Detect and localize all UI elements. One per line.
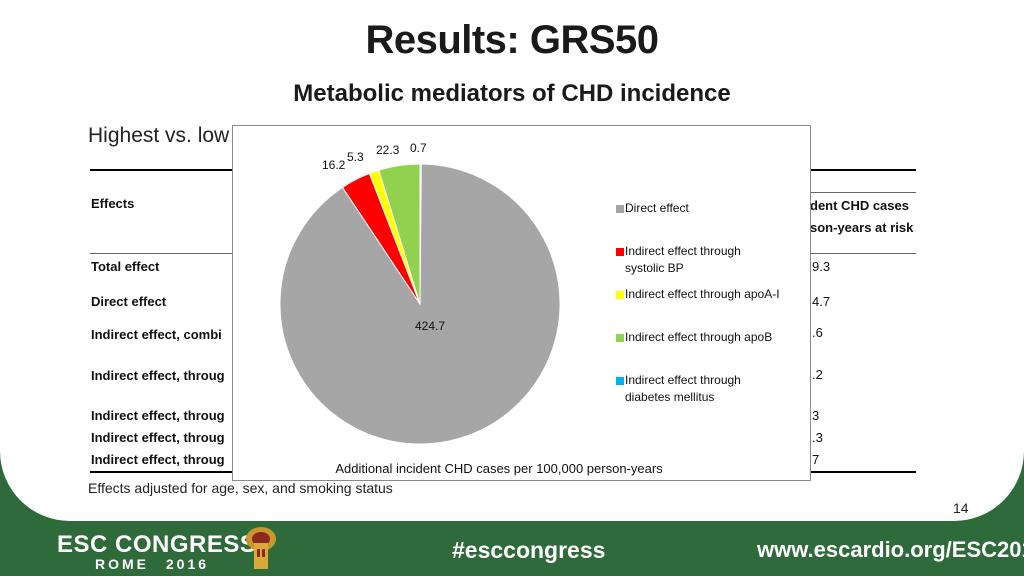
table-row-value: 3 — [812, 408, 820, 423]
esc-congress-logo: ESC CONGRESS — [57, 531, 257, 558]
table-row-value: .6 — [812, 325, 823, 340]
legend-label: Direct effect — [625, 201, 689, 215]
colosseum-icon — [246, 527, 276, 569]
footnote: Effects adjusted for age, sex, and smoki… — [88, 480, 393, 496]
slide-canvas: Results: GRS50 Metabolic mediators of CH… — [0, 0, 1024, 521]
table-row-label: Indirect effect, combi — [91, 327, 222, 342]
table-header-person-years: son-years at risk — [810, 220, 914, 235]
table-row-value: 7 — [812, 452, 820, 467]
table-row-label: Indirect effect, throug — [91, 408, 225, 423]
slice-label-direct: 424.7 — [415, 319, 446, 333]
table-row-label: Direct effect — [91, 294, 167, 309]
table-row-label: Indirect effect, throug — [91, 452, 225, 467]
pie-slice-direct — [279, 163, 561, 445]
table-header-cases: dent CHD cases — [810, 198, 909, 213]
slice-label-diabetes: 0.7 — [410, 141, 427, 155]
legend-item-direct: Direct effect — [625, 200, 689, 217]
slide-title: Results: GRS50 — [365, 18, 659, 62]
table-row-label: Total effect — [91, 259, 160, 274]
table-row-label: Indirect effect, throug — [91, 430, 225, 445]
chart-x-axis-label: Additional incident CHD cases per 100,00… — [335, 461, 663, 476]
table-row-value: .2 — [812, 367, 823, 382]
table-row-label: Indirect effect, throug — [91, 368, 225, 383]
footer-city-year: ROME 2016 — [95, 556, 209, 572]
legend-swatch-diabetes — [616, 377, 624, 385]
pie-chart: 424.7 16.2 5.3 22.3 0.7 Additional incid… — [232, 125, 811, 481]
legend-label: Indirect effect through apoA-I — [625, 287, 780, 301]
footer-url[interactable]: www.escardio.org/ESC2016 — [757, 537, 1024, 562]
table-row-value: .3 — [812, 430, 823, 445]
legend-item-apoa1: Indirect effect through apoA-I — [625, 286, 780, 303]
legend-swatch-apob — [616, 334, 624, 342]
slice-label-systolic-bp: 16.2 — [322, 158, 346, 172]
slide-subtitle: Metabolic mediators of CHD incidence — [293, 80, 731, 107]
table-header-rule — [780, 192, 916, 193]
legend-label: Indirect effect through — [625, 244, 741, 258]
footer-hashtag: #esccongress — [452, 537, 606, 563]
slice-label-apoa1: 5.3 — [347, 150, 364, 164]
legend-item-apob: Indirect effect through apoB — [625, 329, 772, 346]
intro-text: Highest vs. low — [88, 124, 230, 147]
legend-label: systolic BP — [625, 261, 684, 275]
table-header-effects: Effects — [91, 196, 135, 211]
legend-swatch-apoa1 — [616, 291, 624, 299]
footer-year: 2016 — [165, 556, 210, 572]
legend-label: diabetes mellitus — [625, 390, 715, 404]
legend-item-diabetes: Indirect effect through diabetes mellitu… — [625, 372, 741, 406]
table-row-value: 4.7 — [812, 294, 831, 309]
legend-label: Indirect effect through — [625, 373, 741, 387]
footer-city: ROME — [95, 556, 149, 572]
legend-item-systolic-bp: Indirect effect through systolic BP — [625, 243, 741, 277]
legend-swatch-direct — [616, 205, 624, 213]
pie-chart-svg — [279, 163, 561, 445]
slice-label-apob: 22.3 — [376, 143, 400, 157]
page-number: 14 — [953, 500, 969, 516]
pie-slice-apob — [378, 163, 421, 305]
legend-label: Indirect effect through apoB — [625, 330, 773, 344]
table-row-value: 9.3 — [812, 259, 831, 274]
legend-swatch-systolic-bp — [616, 248, 624, 256]
